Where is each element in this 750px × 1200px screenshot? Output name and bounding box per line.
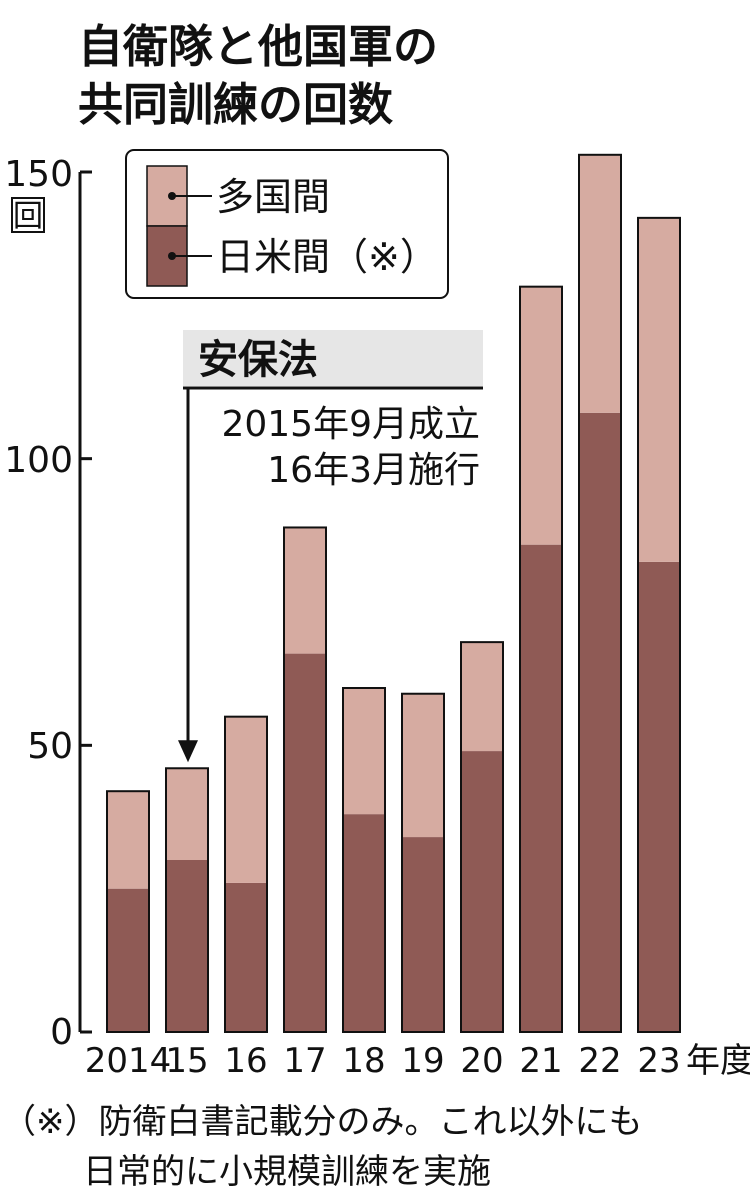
bar-segment-japan-us (343, 814, 385, 1032)
bar-segment-multilateral (402, 693, 444, 838)
bar-outline (460, 641, 504, 1034)
bar-segment-japan-us (225, 882, 267, 1032)
chart-title-line-2: 共同訓練の回数 (78, 78, 393, 131)
bar-segment-japan-us (166, 860, 208, 1032)
bar-segment-japan-us (638, 561, 680, 1032)
bar-segment-multilateral (461, 642, 503, 752)
bar-segment-japan-us (579, 412, 621, 1032)
bar-outline (637, 216, 681, 1034)
x-tick-label: 22 (578, 1041, 621, 1081)
bar-segment-multilateral (343, 688, 385, 815)
y-axis-ticks (80, 170, 92, 1034)
x-tick-label: 15 (165, 1041, 208, 1081)
y-axis-tick-labels: 0 50 100 150 (4, 154, 73, 1053)
annotation-line-1: 2015年9月成立 (221, 404, 480, 445)
bar-segment-japan-us (284, 653, 326, 1032)
legend-label-multilateral: 多国間 (216, 175, 330, 219)
bar-outline (283, 526, 327, 1033)
bar-segment-japan-us (520, 544, 562, 1032)
annotation-line-2: 16年3月施行 (267, 450, 480, 491)
bar-segment-multilateral (107, 791, 149, 889)
chart-title-line-1: 自衛隊と他国軍の (78, 20, 438, 73)
x-axis-suffix: 年度 (686, 1041, 750, 1081)
bar-segment-multilateral (166, 768, 208, 860)
bar-segment-multilateral (579, 154, 621, 413)
footnote-line-1: （※）防衛白書記載分のみ。これ以外にも (2, 1102, 643, 1142)
legend: 多国間 日米間（※） (125, 149, 449, 299)
bar-outline (224, 715, 268, 1034)
annotation-title: 安保法 (198, 337, 318, 383)
legend-label-japan-us: 日米間（※） (216, 235, 438, 279)
footnote-line-2: 日常的に小規模訓練を実施 (83, 1152, 491, 1192)
x-tick-label: 16 (224, 1041, 267, 1081)
annotation-arrow-head (178, 740, 198, 763)
bar-outline (519, 285, 563, 1033)
x-tick-label: 18 (342, 1041, 385, 1081)
bar-segment-japan-us (107, 888, 149, 1032)
bar-segment-japan-us (461, 751, 503, 1032)
y-tick-label: 100 (4, 440, 73, 481)
annotation: 安保法 2015年9月成立 16年3月施行 (178, 330, 483, 763)
bars (106, 153, 681, 1034)
bar-outline (578, 153, 622, 1034)
bar-segment-multilateral (520, 286, 562, 545)
y-tick-label: 0 (50, 1012, 73, 1053)
x-tick-label: 21 (519, 1041, 562, 1081)
bar-segment-japan-us (402, 837, 444, 1032)
legend-box (125, 149, 449, 299)
bar-segment-multilateral (638, 217, 680, 562)
bar-outline (401, 692, 445, 1033)
x-tick-label: 17 (283, 1041, 326, 1081)
annotation-title-bg (183, 330, 483, 386)
bar-outline (342, 687, 386, 1033)
y-unit-label: 回 (13, 199, 43, 234)
y-tick-label: 50 (27, 726, 73, 767)
x-tick-label: 20 (460, 1041, 503, 1081)
bar-segment-multilateral (284, 527, 326, 654)
x-tick-label: 23 (637, 1041, 680, 1081)
x-tick-label: 19 (401, 1041, 444, 1081)
bar-outline (165, 767, 209, 1033)
x-axis-tick-labels: 2014 15 16 17 18 19 20 21 22 23 (85, 1041, 681, 1081)
x-tick-label: 2014 (85, 1041, 172, 1081)
y-tick-label: 150 (4, 154, 73, 195)
bar-segment-multilateral (225, 716, 267, 883)
bar-outline (106, 790, 150, 1034)
unit-box (11, 197, 45, 233)
